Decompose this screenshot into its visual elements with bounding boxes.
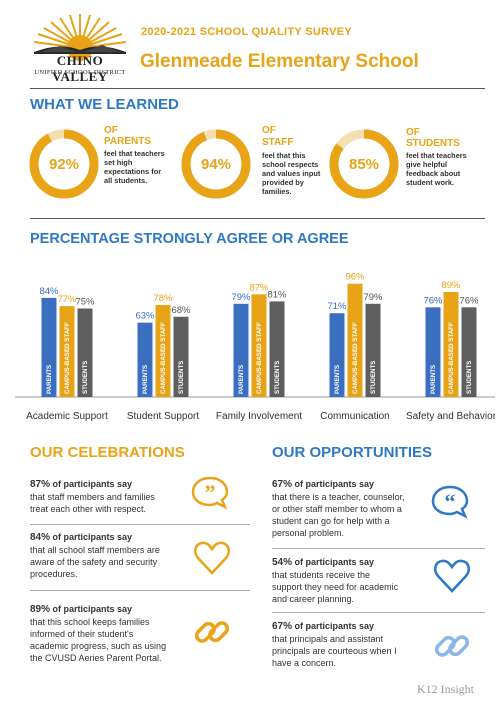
staff-percent: 94%	[200, 156, 232, 173]
category-label: Student Support	[127, 411, 199, 422]
link-icon	[194, 621, 230, 643]
bar-value-label: 75%	[75, 297, 95, 308]
parents-of: OF	[104, 125, 118, 136]
staff-of: OF	[262, 125, 276, 136]
bar-series-label: STUDENTS	[82, 361, 89, 394]
brand-watermark: K12 Insight	[417, 682, 474, 696]
parents-desc: feel that teachers set high expectations f…	[104, 149, 165, 185]
heart-icon	[433, 559, 471, 593]
bar-value-label: 76%	[459, 295, 479, 306]
bar	[347, 283, 363, 397]
students-percent: 85%	[348, 156, 380, 173]
bar-series-label: PARENTS	[142, 365, 149, 394]
chart-title: PERCENTAGE STRONGLY AGREE OR AGREE	[30, 231, 349, 247]
header-divider	[30, 88, 485, 89]
header: CHINO VALLEY UNIFIED SCHOOL DISTRICT 202…	[0, 0, 500, 88]
staff-label: STAFF	[262, 137, 294, 148]
bar-value-label: 81%	[267, 289, 287, 300]
bar-value-label: 63%	[135, 311, 155, 322]
quote-icon: ”	[191, 476, 229, 510]
svg-text:“: “	[445, 489, 456, 514]
parents-gauge	[29, 129, 99, 199]
bar-value-label: 77%	[57, 294, 77, 305]
bar-value-label: 87%	[249, 282, 269, 293]
quote-icon: “	[431, 485, 469, 519]
bar-series-label: STUDENTS	[370, 361, 377, 394]
bar-value-label: 84%	[39, 286, 59, 297]
bar	[233, 303, 249, 397]
celebrations-title: OUR CELEBRATIONS	[30, 444, 185, 461]
celebration-item: 87% of participants say that staff membe…	[30, 479, 155, 514]
category-label: Safety and Behavior	[406, 411, 495, 422]
bar-value-label: 68%	[171, 305, 191, 316]
bar	[329, 313, 345, 397]
bar-value-label: 89%	[441, 280, 461, 291]
bar	[365, 303, 381, 397]
bar-value-label: 76%	[423, 295, 443, 306]
school-district-logo	[33, 14, 127, 61]
bar	[77, 308, 93, 397]
staff-desc: feel that this school respects and values …	[262, 151, 321, 196]
opportunity-item: 67% of participants say that principals …	[272, 621, 397, 668]
opportunity-item: 67% of participants say that there is a …	[272, 479, 405, 538]
celebration-item: 84% of participants say that all school …	[30, 532, 160, 579]
bar-value-label: 79%	[231, 292, 251, 303]
logo-name: CHINO VALLEY	[52, 53, 108, 84]
category-label: Family Involvement	[216, 411, 302, 422]
section-divider	[30, 218, 485, 219]
bar-value-label: 78%	[153, 293, 173, 304]
bar-series-label: CAMPUS-BASED STAFF	[448, 322, 455, 394]
bar	[59, 306, 75, 397]
learned-title: WHAT WE LEARNED	[30, 96, 179, 113]
bar-value-label: 96%	[345, 272, 365, 283]
bar-series-label: CAMPUS-BASED STAFF	[64, 322, 71, 394]
bar	[461, 307, 477, 397]
logo-subtitle: UNIFIED SCHOOL DISTRICT	[34, 69, 126, 76]
school-name: Glenmeade Elementary School	[140, 51, 419, 72]
bar-series-label: STUDENTS	[274, 361, 281, 394]
bar-series-label: CAMPUS-BASED STAFF	[352, 322, 359, 394]
item-divider	[272, 548, 485, 549]
bar	[155, 304, 171, 397]
celebration-item: 89% of participants say that this school…	[30, 604, 167, 663]
opportunities-title: OUR OPPORTUNITIES	[272, 444, 433, 461]
bar-series-label: PARENTS	[238, 365, 245, 394]
category-label: Communication	[320, 411, 389, 422]
staff-gauge	[181, 129, 251, 199]
bar-series-label: PARENTS	[334, 365, 341, 394]
bar-chart: 84% PARENTS 77% CAMPUS-BASED STAFF 75% STUDEN…	[15, 272, 495, 422]
item-divider	[272, 612, 485, 613]
bar	[269, 301, 285, 397]
svg-text:”: ”	[205, 480, 216, 505]
opportunity-item: 54% of participants say that students re…	[272, 557, 399, 604]
bar-series-label: CAMPUS-BASED STAFF	[256, 322, 263, 394]
bar-series-label: PARENTS	[46, 365, 53, 394]
bar-series-label: CAMPUS-BASED STAFF	[160, 322, 167, 394]
students-label: STUDENTS	[406, 138, 460, 149]
bar-series-label: STUDENTS	[178, 361, 185, 394]
students-gauge	[329, 129, 399, 199]
bar-series-label: PARENTS	[430, 365, 437, 394]
parents-label: PARENTS	[104, 136, 152, 147]
bar-value-label: 71%	[327, 301, 347, 312]
bar	[425, 307, 441, 397]
bar	[173, 316, 189, 397]
bar	[41, 297, 57, 397]
parents-percent: 92%	[48, 156, 80, 173]
link-icon	[434, 635, 470, 657]
category-label: Academic Support	[26, 411, 108, 422]
bar-value-label: 79%	[363, 292, 383, 303]
students-of: OF	[406, 127, 420, 138]
heart-icon	[193, 541, 231, 575]
bar	[443, 291, 459, 397]
bar	[137, 322, 153, 397]
item-divider	[30, 524, 250, 525]
item-divider	[30, 590, 250, 591]
bar	[251, 294, 267, 397]
survey-title: 2020-2021 SCHOOL QUALITY SURVEY	[141, 26, 353, 38]
students-desc: feel that teachers give helpful feedback a…	[406, 151, 467, 187]
bar-series-label: STUDENTS	[466, 361, 473, 394]
